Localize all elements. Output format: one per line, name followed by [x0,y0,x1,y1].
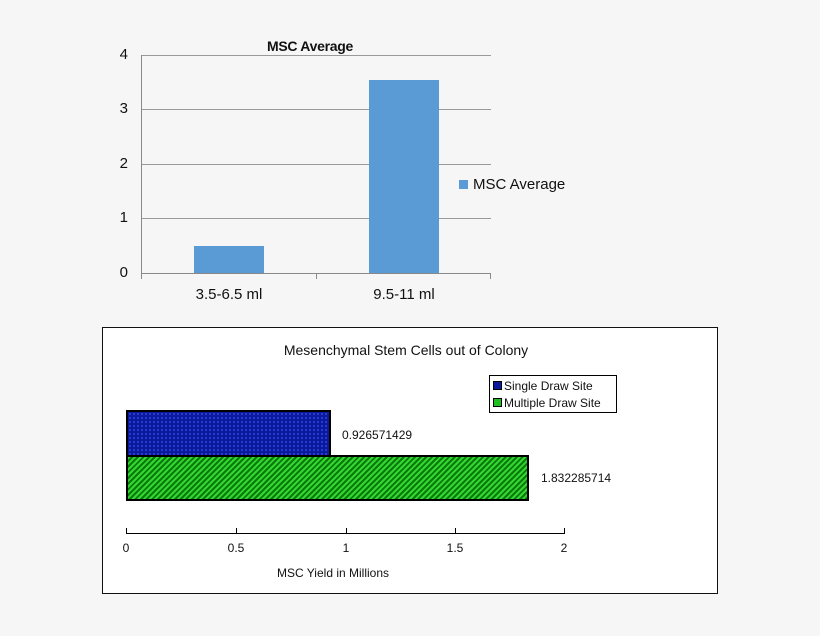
tick [126,528,127,533]
tick [564,528,565,533]
gridline [141,109,491,110]
legend-item-single: Single Draw Site [493,377,613,394]
chart-title: Mesenchymal Stem Cells out of Colony [283,342,529,358]
x-axis [126,533,565,534]
legend-label: Single Draw Site [504,378,593,393]
legend: Single Draw Site Multiple Draw Site [489,375,617,413]
x-tick-label: 0 [122,541,130,555]
legend-label: MSC Average [473,176,566,193]
legend-item-multiple: Multiple Draw Site [493,394,613,411]
x-axis-label: MSC Yield in Millions [276,566,390,580]
x-tick-label: 1.5 [446,541,464,555]
tick [455,528,456,533]
data-label: 1.832285714 [541,471,612,485]
x-tick-label: 1 [342,541,350,555]
y-tick-label: 1 [119,209,128,226]
bar-multiple-draw-site [126,455,529,501]
x-tick-label: 9.5-11 ml [373,286,435,303]
x-tick-label: 0.5 [227,541,245,555]
legend-swatch [459,180,468,189]
y-axis [141,55,142,273]
gridline [141,218,491,219]
legend-swatch [493,381,502,390]
gridline [141,55,491,56]
legend-label: Multiple Draw Site [504,395,601,410]
tick [236,528,237,533]
bar-9.5-11-ml [369,80,439,273]
x-tick-label: 2 [560,541,568,555]
data-label: 0.926571429 [342,428,413,442]
y-tick-label: 3 [119,100,128,117]
y-tick-label: 4 [119,46,128,63]
tick [346,528,347,533]
gridline [141,164,491,165]
legend: MSC Average [459,176,565,193]
legend-swatch [493,398,502,407]
msc-colony-chart: Mesenchymal Stem Cells out of Colony Sin… [102,327,718,594]
tick [141,273,142,279]
x-tick-label: 3.5-6.5 ml [195,286,263,303]
chart-title: MSC Average [267,38,353,54]
tick [316,273,317,279]
bar-3.5-6.5-ml [194,246,264,273]
tick [490,273,491,279]
y-tick-label: 2 [119,155,128,172]
bar-single-draw-site [126,410,331,457]
y-tick-label: 0 [119,264,128,281]
